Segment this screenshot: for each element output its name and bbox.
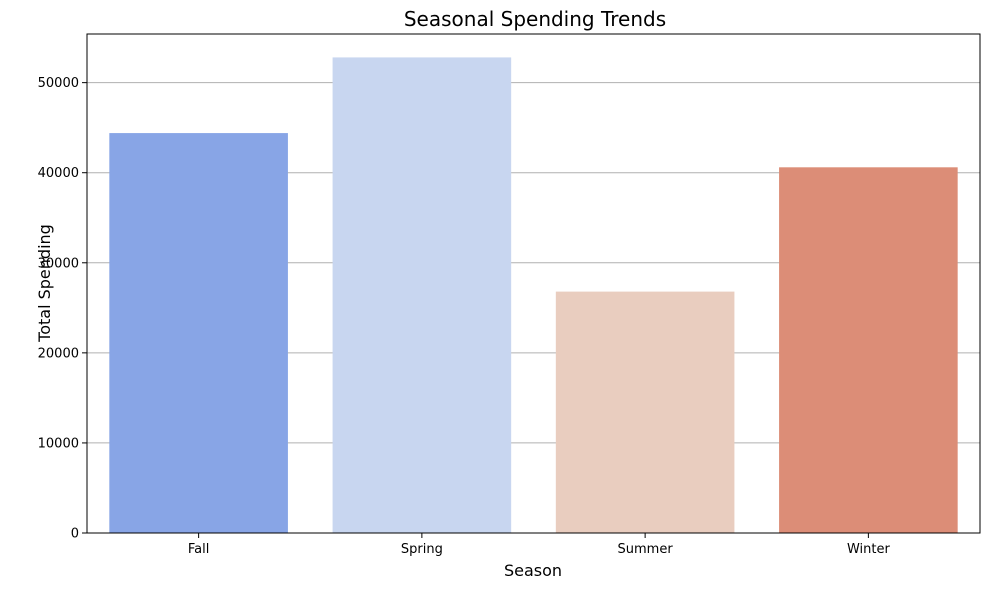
axes-frame [86,33,981,534]
y-tick-label: 50000 [38,76,79,91]
x-tick-label: Winter [847,542,891,557]
bar-fall [109,133,288,534]
chart-title: Seasonal Spending Trends [404,7,666,31]
y-tick-label: 20000 [38,346,79,361]
y-ticks: 0 10000 20000 30000 40000 50000 [38,76,87,542]
y-tick-label: 30000 [38,256,79,271]
y-axis-label: Total Spending [35,224,54,343]
bars [109,57,958,534]
y-tick-label: 40000 [38,166,79,181]
bar-spring [332,57,512,534]
plot-frame [86,33,981,534]
y-tick-label: 0 [71,527,79,542]
x-axis-label: Season [504,561,562,580]
x-tick-label: Summer [618,542,674,557]
x-ticks: Fall Spring Summer Winter [188,533,891,557]
y-tick-label: 10000 [38,436,79,451]
x-tick-label: Spring [401,542,443,557]
bar-summer [555,291,735,533]
x-tick-label: Fall [188,542,209,557]
bar-winter [779,167,958,533]
